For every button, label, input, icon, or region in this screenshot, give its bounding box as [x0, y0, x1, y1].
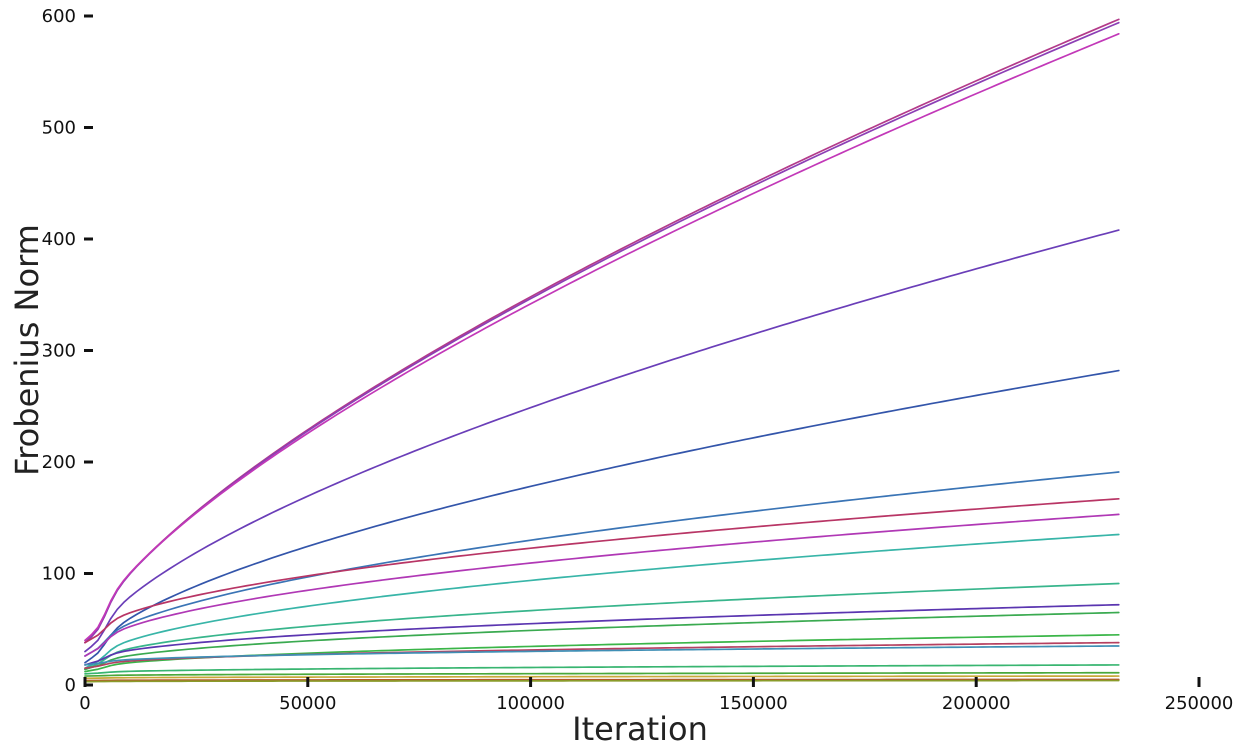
- x-tick-label: 250000: [1165, 693, 1234, 714]
- series-line-16: [84, 664, 1120, 675]
- series-line-20: [84, 679, 1120, 683]
- y-axis-title: Frobenius Norm: [8, 224, 46, 476]
- series-line-17: [84, 671, 1120, 677]
- y-tick-label: 500: [42, 118, 76, 139]
- series-line-1: [84, 18, 1120, 644]
- series-line-10: [84, 582, 1120, 671]
- y-tick-label: 0: [65, 675, 76, 696]
- x-tick-label: 0: [79, 693, 90, 714]
- x-tick-label: 50000: [279, 693, 336, 714]
- series-line-18: [84, 675, 1120, 680]
- y-axis: 0 100 200 300 400 500 600: [42, 6, 93, 696]
- series-line-4: [84, 229, 1120, 653]
- series-line-12: [84, 611, 1120, 671]
- x-tick-label: 100000: [496, 693, 565, 714]
- series-line-11: [84, 603, 1120, 666]
- y-tick-label: 200: [42, 452, 76, 473]
- y-tick-label: 600: [42, 6, 76, 27]
- series-line-5: [84, 369, 1120, 664]
- series-line-6: [84, 471, 1120, 657]
- y-tick-label: 100: [42, 564, 76, 585]
- series-line-19: [84, 678, 1120, 682]
- series-line-8: [84, 513, 1120, 657]
- series-layer: [84, 18, 1120, 683]
- series-line-9: [84, 533, 1120, 670]
- series-line-3: [84, 32, 1120, 642]
- x-tick-label: 150000: [719, 693, 788, 714]
- x-axis: 0 50000 100000 150000 200000 250000: [79, 677, 1233, 714]
- series-line-2: [84, 21, 1120, 644]
- series-line-7: [84, 497, 1120, 644]
- x-tick-label: 200000: [942, 693, 1011, 714]
- series-line-15: [84, 645, 1120, 666]
- y-tick-label: 300: [42, 341, 76, 362]
- x-axis-title: Iteration: [572, 710, 708, 748]
- y-tick-label: 400: [42, 229, 76, 250]
